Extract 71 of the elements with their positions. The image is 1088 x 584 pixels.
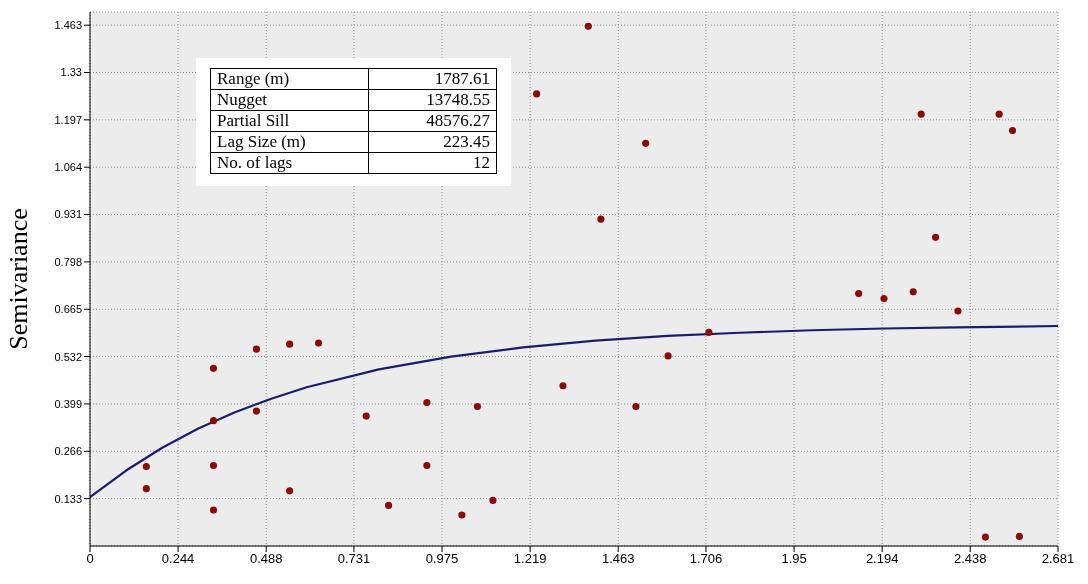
x-tick-label: 1.95 [781,551,807,567]
annotation: 13748.55 [368,89,497,111]
x-tick-label: 1.463 [601,551,635,567]
point [533,90,541,98]
y-tick-label: 1.463 [54,19,82,32]
y-tick-label: 0.133 [54,492,82,505]
x-tick-label: 2.194 [865,551,899,567]
x-tick-label: 2.438 [953,551,987,567]
x-tick-label: 0.488 [249,551,283,567]
point [559,382,567,390]
point [489,496,497,504]
point [981,533,989,541]
x-tick-label: 0.975 [425,551,459,567]
point [632,402,640,411]
point [932,233,940,241]
y-tick-label: 1.33 [60,66,82,79]
point [584,22,592,30]
point [385,501,393,509]
point [252,345,261,353]
y-tick-label: 0.266 [54,445,82,458]
line-series [90,324,1058,499]
y-tick-label: 1.064 [54,161,82,174]
x-tick-label: 0 [86,551,94,567]
annotation: Range (m) [210,68,369,90]
point [909,288,917,296]
y-tick-label: 0.665 [54,303,82,316]
point [855,290,863,298]
annotation: 48576.27 [368,110,497,132]
x-tick-label: 0.244 [161,551,195,567]
point [597,215,605,223]
point [209,417,218,425]
point [473,402,481,411]
y-tick-label: 0.798 [54,255,82,268]
point [423,461,431,470]
point [286,487,294,495]
annotation: No. of lags [210,152,369,174]
point [995,110,1003,118]
annotation: Nugget [210,89,369,111]
x-tick-label: 1.706 [689,551,723,567]
point [642,139,650,147]
point [917,110,925,118]
point [664,352,672,360]
point [880,295,888,303]
point [314,339,323,347]
x-tick-label: 1.219 [513,551,547,567]
annotation: 223.45 [368,131,497,153]
point [954,307,962,315]
annotation: Partial Sill [210,110,369,132]
point [209,364,218,372]
y-tick-label: 0.399 [54,397,82,410]
point [362,412,370,420]
x-tick-label: 0.731 [337,551,371,567]
y-tick-label: 0.931 [54,208,82,221]
x-tick-label: 2.681 [1041,551,1075,567]
point [286,340,294,348]
point [209,461,218,470]
y-tick-label: 1.197 [54,113,82,126]
point [423,398,431,407]
annotation: 12 [368,152,497,174]
point [705,328,713,336]
point [142,485,150,493]
point [142,463,150,471]
point [252,407,261,415]
point [209,506,218,514]
point [458,511,466,519]
annotation: 1787.61 [368,68,497,90]
annotation: Lag Size (m) [210,131,369,153]
y-axis-title: Semivariance [4,208,34,350]
point [1008,126,1017,135]
point [1015,532,1023,540]
y-tick-label: 0.532 [54,350,82,363]
